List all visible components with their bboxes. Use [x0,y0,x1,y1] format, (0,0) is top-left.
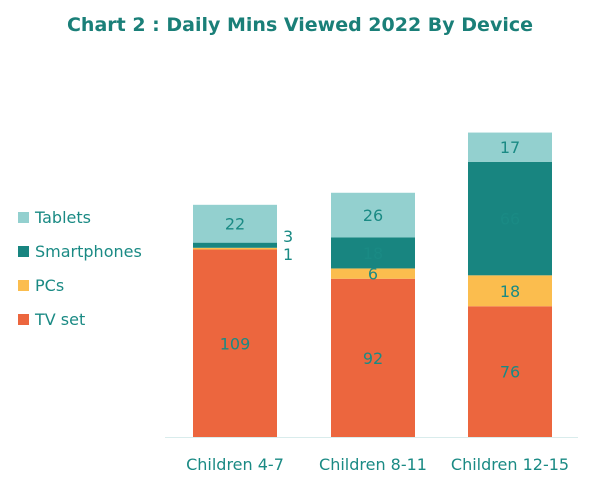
legend-item-tv-set[interactable]: TV set [18,302,142,336]
data-label: 66 [500,210,520,229]
bar-tablets[interactable] [193,204,277,243]
legend-swatch [18,313,29,325]
x-tick-label: Children 4-7 [186,455,284,474]
bar-smartphones[interactable] [468,161,552,276]
bar-smartphones[interactable] [193,242,277,248]
data-label: 109 [220,334,251,353]
bar-pcs[interactable] [193,247,277,250]
data-label: 92 [363,349,383,368]
legend: Tablets Smartphones PCs TV set [18,200,142,336]
legend-label: Smartphones [35,241,142,261]
data-label: 17 [500,138,520,157]
x-tick-label: Children 8-11 [319,455,427,474]
x-tick-label: Children 12-15 [451,455,569,474]
bar-tv-set[interactable] [193,249,277,437]
legend-swatch [18,211,29,223]
data-label: 3 [283,227,293,246]
bar-pcs[interactable] [468,275,552,307]
legend-item-tablets[interactable]: Tablets [18,200,142,234]
legend-item-pcs[interactable]: PCs [18,268,142,302]
data-label: 22 [225,215,245,234]
bar-smartphones[interactable] [331,237,415,269]
legend-item-smartphones[interactable]: Smartphones [18,234,142,268]
bar-tablets[interactable] [331,192,415,238]
data-label: 26 [363,206,383,225]
legend-label: TV set [35,309,86,329]
chart-title: Chart 2 : Daily Mins Viewed 2022 By Devi… [66,14,533,36]
bar-tv-set[interactable] [468,306,552,437]
data-label: 18 [500,282,520,301]
data-label: 76 [500,363,520,382]
data-label: 1 [283,245,293,264]
bar-tablets[interactable] [468,132,552,162]
data-label: 18 [363,244,383,263]
bar-pcs[interactable] [331,268,415,279]
legend-swatch [18,245,29,257]
legend-swatch [18,279,29,291]
legend-label: PCs [35,275,65,295]
data-label: 6 [368,265,378,284]
bar-tv-set[interactable] [331,278,415,437]
legend-label: Tablets [35,207,91,227]
